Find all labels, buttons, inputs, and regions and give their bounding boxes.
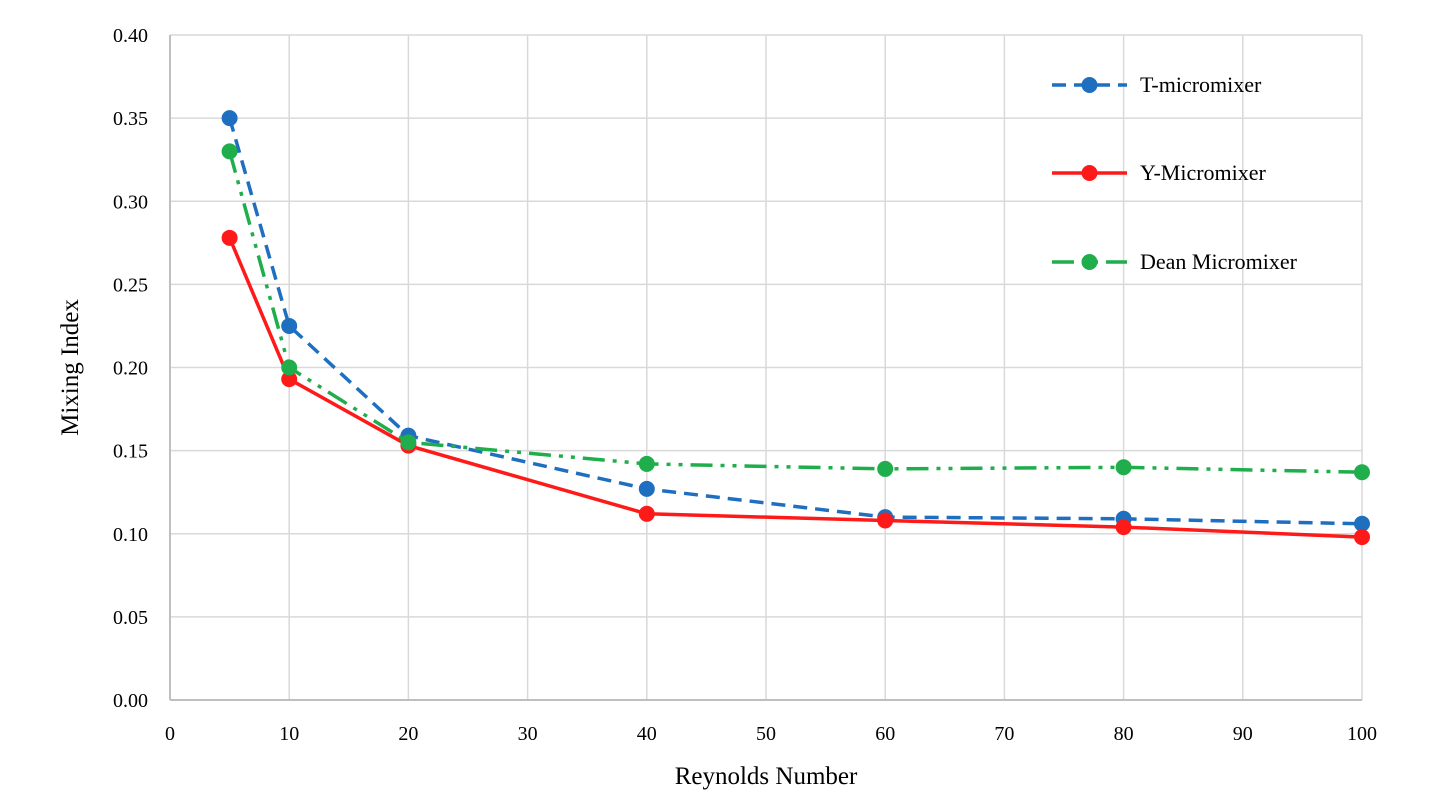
legend-label: Dean Micromixer (1140, 249, 1298, 274)
data-point (638, 480, 655, 497)
legend-entry: Dean Micromixer (1052, 249, 1298, 274)
data-point (221, 110, 238, 127)
x-tick-label: 60 (875, 723, 895, 745)
x-tick-label: 50 (756, 723, 776, 745)
series-line (227, 237, 1363, 539)
series-lines (221, 110, 1370, 546)
data-point (1354, 464, 1370, 481)
gridlines (170, 34, 1363, 700)
data-point (221, 229, 238, 246)
y-tick-label: 0.20 (113, 358, 148, 380)
x-axis-title: Reynolds Number (675, 763, 858, 790)
x-tick-label: 20 (398, 723, 418, 745)
x-tick-label: 100 (1347, 723, 1377, 745)
data-point (638, 455, 655, 472)
data-point (877, 512, 894, 529)
data-point (221, 143, 238, 160)
y-tick-label: 0.00 (113, 690, 148, 712)
legend-marker (1081, 165, 1098, 181)
legend: T-micromixer Y-Micromixer Dean Micromixer (1052, 72, 1298, 274)
y-tick-label: 0.10 (113, 524, 148, 546)
y-tick-label: 0.05 (113, 607, 148, 629)
x-tick-label: 70 (994, 723, 1014, 745)
legend-label: Y-Micromixer (1140, 160, 1267, 185)
data-point (1354, 529, 1370, 546)
x-tick-label: 80 (1114, 723, 1134, 745)
data-point (1354, 515, 1370, 532)
series-line (227, 150, 1363, 474)
data-point (638, 505, 655, 522)
x-tick-label: 10 (279, 723, 299, 745)
data-point (1115, 459, 1132, 476)
legend-marker (1081, 77, 1098, 93)
data-point (281, 371, 298, 388)
y-axis-title: Mixing Index (57, 299, 84, 436)
y-tick-label: 0.15 (113, 441, 148, 463)
axes (169, 35, 1362, 701)
legend-entry: Y-Micromixer (1052, 160, 1267, 185)
y-tick-label: 0.40 (113, 25, 148, 47)
tick-labels: 0 10 20 30 40 50 60 70 80 90 100 0.00 0.05 0.10 0.15 0.… (113, 25, 1377, 745)
x-tick-label: 40 (637, 723, 657, 745)
data-point (877, 460, 894, 477)
legend-label: T-micromixer (1140, 72, 1262, 97)
series-y-micromixer (221, 229, 1370, 546)
y-tick-label: 0.30 (113, 191, 148, 213)
series-dean-micromixer (221, 143, 1370, 481)
legend-marker (1081, 254, 1098, 270)
x-tick-label: 30 (518, 723, 538, 745)
data-point (281, 359, 298, 376)
x-tick-label: 0 (165, 723, 175, 745)
x-tick-label: 90 (1233, 723, 1253, 745)
data-point (281, 317, 298, 334)
legend-entry: T-micromixer (1052, 72, 1262, 97)
y-tick-label: 0.35 (113, 108, 148, 130)
data-point (1115, 519, 1132, 536)
y-tick-label: 0.25 (113, 274, 148, 296)
data-point (400, 434, 417, 451)
